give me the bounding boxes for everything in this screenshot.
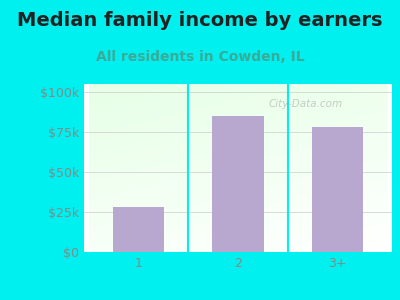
Text: City-Data.com: City-Data.com bbox=[269, 99, 343, 109]
Bar bbox=[312, 127, 363, 252]
Bar bbox=[113, 207, 164, 252]
Text: All residents in Cowden, IL: All residents in Cowden, IL bbox=[96, 50, 304, 64]
Text: Median family income by earners: Median family income by earners bbox=[17, 11, 383, 31]
Bar bbox=[212, 116, 264, 252]
